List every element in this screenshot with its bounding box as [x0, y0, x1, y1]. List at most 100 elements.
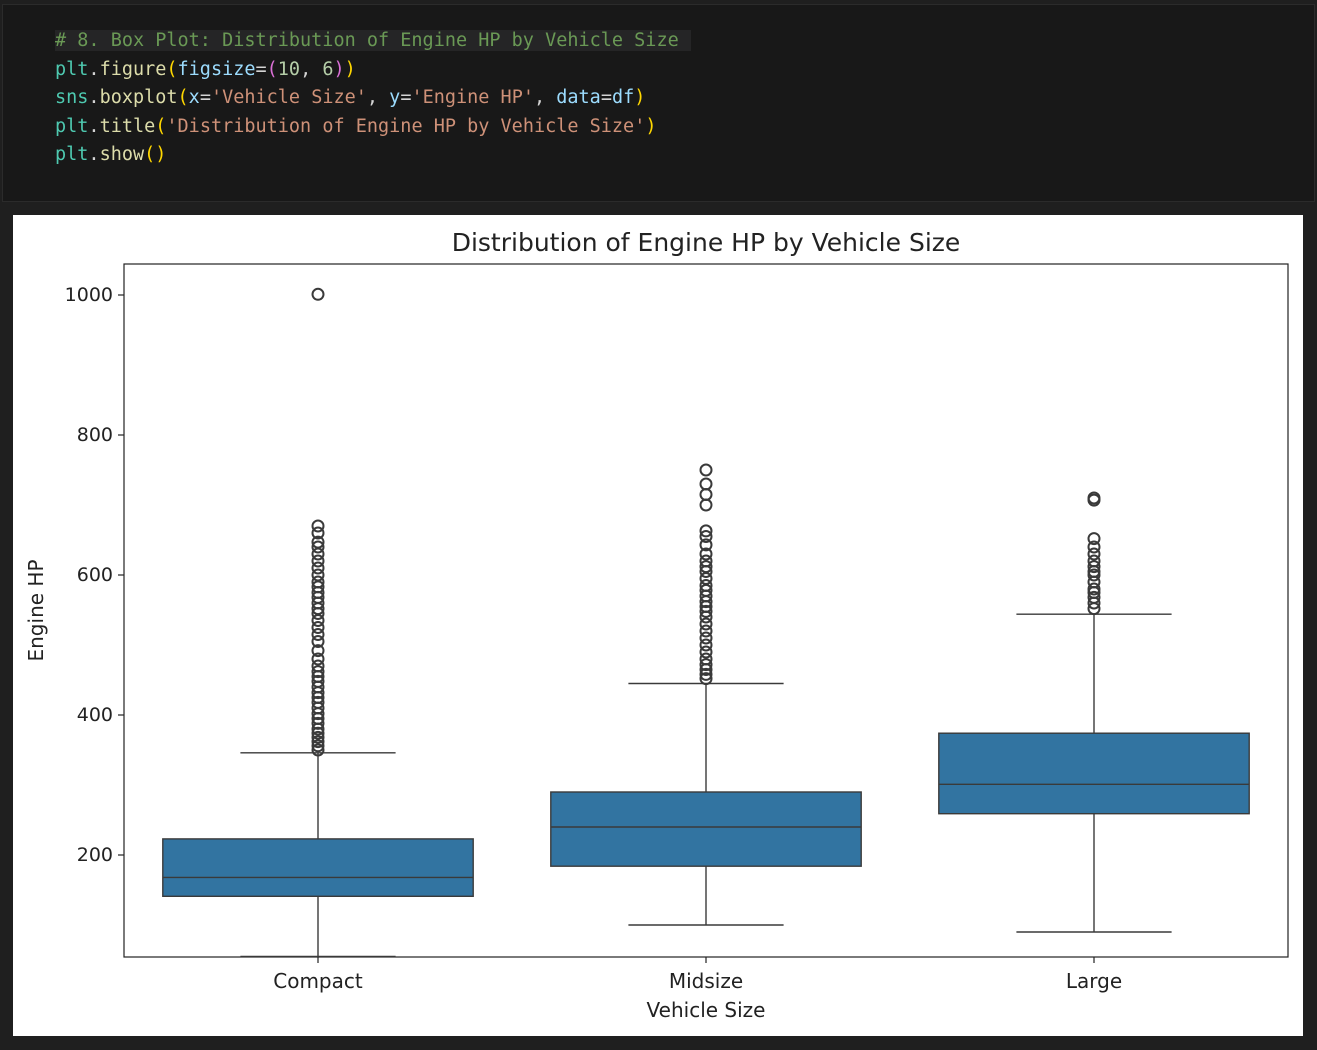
code-token: ) [344, 58, 356, 80]
code-token: 'Engine HP' [411, 87, 534, 108]
outlier-point [311, 716, 325, 730]
outlier-point [699, 547, 713, 561]
x-tick-label: Compact [273, 969, 363, 993]
outlier-point [311, 674, 325, 688]
box-large [938, 732, 1250, 815]
plot-output: Distribution of Engine HP by Vehicle Siz… [13, 215, 1303, 1036]
box-plot-chart: Distribution of Engine HP by Vehicle Siz… [24, 228, 1289, 1022]
outlier-point [699, 667, 713, 681]
chart-title: Distribution of Engine HP by Vehicle Siz… [452, 228, 961, 257]
code-cell[interactable]: # 8. Box Plot: Distribution of Engine HP… [2, 4, 1315, 202]
outlier-point [1087, 532, 1101, 546]
outlier-point [311, 519, 325, 533]
x-tick-label: Large [1066, 969, 1122, 993]
outlier-point [699, 645, 713, 659]
y-tick-label: 800 [77, 424, 113, 446]
outlier-point [699, 658, 713, 672]
outlier-point [1087, 560, 1101, 574]
outlier-point [311, 665, 325, 679]
outlier-point [311, 540, 325, 554]
code-token: = [600, 87, 612, 108]
outlier-point [1087, 491, 1101, 505]
code-token: , [533, 87, 557, 108]
code-token: # 8. Box Plot: Distribution of Engine HP… [55, 30, 691, 51]
outlier-point [311, 287, 325, 301]
code-token: plt [55, 115, 89, 137]
y-tick-label: 400 [77, 704, 113, 726]
outlier-point [699, 530, 713, 543]
code-token: sns [55, 87, 89, 108]
code-token: ( [177, 87, 189, 108]
code-token: boxplot [99, 87, 178, 108]
y-tick-label: 600 [77, 564, 113, 586]
code-token: df [611, 87, 635, 108]
code-token: plt [55, 144, 89, 165]
outlier-point [311, 739, 325, 753]
code-line-5: plt.show() [55, 141, 691, 170]
outlier-point [311, 659, 325, 673]
y-tick-label: 200 [77, 844, 113, 866]
outlier-point [311, 735, 325, 749]
outlier-point [1087, 554, 1101, 568]
outlier-point [311, 635, 325, 648]
code-token: figsize [177, 58, 256, 80]
outlier-point [699, 463, 713, 477]
code-token: data [556, 87, 601, 108]
outlier-point [311, 695, 325, 709]
code-token: plt [55, 58, 89, 80]
outlier-point [699, 488, 713, 501]
bottom-bar [0, 1036, 1317, 1050]
outlier-point [699, 604, 713, 618]
code-token: . [88, 115, 100, 137]
code-token: 10 [277, 58, 301, 80]
outlier-point [699, 624, 713, 638]
code-token: . [88, 87, 100, 108]
outlier-point [311, 526, 325, 540]
box-compact [162, 838, 474, 898]
outlier-point [311, 621, 325, 634]
outlier-point [311, 743, 325, 757]
code-token: show [99, 144, 145, 165]
outlier-point [699, 538, 713, 552]
outlier-point [311, 726, 325, 740]
code-token: = [255, 58, 267, 80]
box-midsize [550, 791, 862, 867]
outlier-point [699, 631, 713, 645]
code-line-2: plt.figure(figsize=(10, 6)) [55, 56, 691, 85]
code-token: 'Distribution of Engine HP by Vehicle Si… [166, 115, 646, 137]
outlier-point [699, 617, 713, 631]
outlier-point [699, 672, 713, 686]
code-token: ( [155, 115, 167, 137]
outlier-point [311, 628, 325, 641]
outlier-point [1087, 568, 1101, 582]
outlier-point [311, 561, 325, 575]
outlier-point [699, 652, 713, 666]
outlier-point [311, 730, 325, 744]
y-tick-label: 1000 [65, 284, 113, 306]
outlier-point [311, 575, 325, 589]
code-token: () [144, 144, 167, 165]
code-token: y [389, 87, 401, 108]
code-token: x [188, 87, 200, 108]
outlier-point [1087, 547, 1101, 561]
code-token: ) [333, 58, 345, 80]
code-editor[interactable]: # 8. Box Plot: Distribution of Engine HP… [55, 27, 691, 170]
code-token: . [88, 144, 100, 165]
x-tick-label: Midsize [669, 969, 743, 993]
code-token: ( [166, 58, 178, 80]
code-token: 6 [322, 58, 334, 80]
code-token: = [400, 87, 412, 108]
code-token: ) [645, 115, 657, 137]
code-token: 'Vehicle Size' [210, 87, 367, 108]
code-token: , [366, 87, 390, 108]
code-token: , [300, 58, 323, 80]
outlier-point [311, 644, 325, 658]
outlier-point [699, 579, 713, 592]
outlier-point [699, 638, 713, 652]
outlier-point [311, 568, 325, 582]
outlier-point [699, 554, 713, 568]
code-token: = [199, 87, 211, 108]
code-token: ( [266, 58, 278, 80]
outlier-point [311, 535, 325, 549]
outlier-point [1087, 582, 1101, 596]
